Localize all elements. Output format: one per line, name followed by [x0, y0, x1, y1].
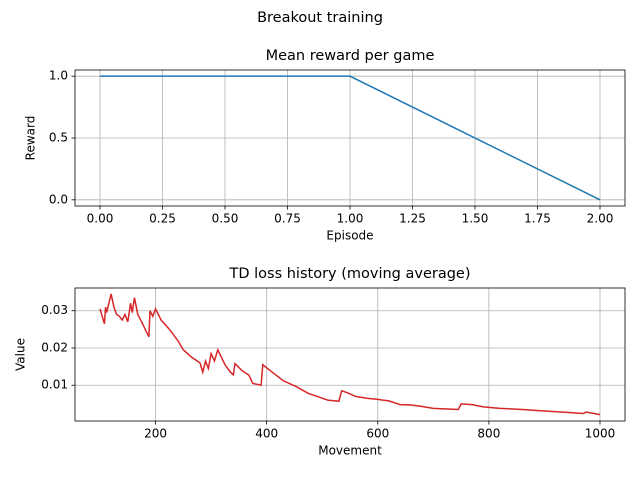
y-tick-label: 0.02	[41, 340, 68, 354]
x-tick-label: 1.00	[337, 212, 364, 226]
y-axis-label: Reward	[24, 116, 38, 161]
data-line	[100, 75, 601, 201]
x-tick-label: 0.25	[149, 212, 176, 226]
x-axis-label: Movement	[318, 444, 382, 458]
x-tick-label: 1.75	[524, 212, 551, 226]
x-tick-label: 200	[144, 427, 167, 441]
x-tick-label: 1.50	[462, 212, 489, 226]
x-tick-label: 400	[255, 427, 278, 441]
y-axis-label: Value	[14, 338, 28, 371]
y-tick-label: 1.0	[49, 69, 68, 83]
x-tick-label: 0.50	[212, 212, 239, 226]
x-tick-label: 0.00	[87, 212, 114, 226]
x-tick-label: 2.00	[587, 212, 614, 226]
axes-frame	[74, 69, 626, 207]
y-tick-label: 0.03	[41, 303, 68, 317]
x-tick-label: 1.25	[399, 212, 426, 226]
y-tick-label: 0.0	[49, 192, 68, 206]
x-tick-label: 1000	[585, 427, 616, 441]
data-line	[99, 293, 601, 416]
x-axis-label: Episode	[326, 229, 373, 243]
axes-frame	[74, 287, 626, 422]
axes-title: TD loss history (moving average)	[228, 266, 470, 282]
x-tick-label: 0.75	[274, 212, 301, 226]
x-tick-label: 800	[477, 427, 500, 441]
y-tick-label: 0.01	[41, 378, 68, 392]
figure-title: Breakout training	[257, 10, 383, 26]
axes-title: Mean reward per game	[266, 48, 435, 64]
y-tick-label: 0.5	[49, 131, 68, 145]
x-tick-label: 600	[366, 427, 389, 441]
